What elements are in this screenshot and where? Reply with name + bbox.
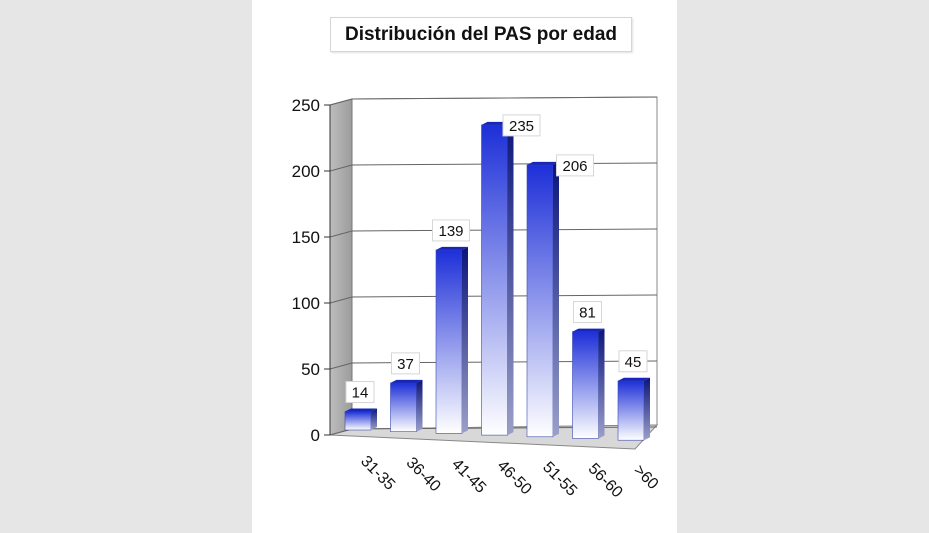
- side-wall-gridline: [329, 164, 353, 172]
- data-label-box: [432, 219, 470, 242]
- bar-top: [618, 377, 650, 381]
- x-tick-label: 56-60: [585, 460, 626, 501]
- bar: [344, 411, 372, 431]
- data-label-box: [618, 350, 648, 373]
- y-tick-label: 200: [292, 162, 320, 181]
- data-label: 139: [432, 219, 470, 242]
- bar-side: [553, 161, 559, 437]
- bar-top: [527, 161, 559, 165]
- data-label-text: 81: [579, 305, 596, 322]
- data-label: 206: [556, 154, 594, 177]
- bar-side: [644, 377, 650, 441]
- side-wall-gridline: [329, 362, 353, 370]
- x-tick-label: 51-55: [539, 459, 580, 500]
- y-tick-label: 150: [292, 228, 320, 247]
- bar: [481, 124, 508, 436]
- data-label-box: [556, 154, 594, 177]
- chart-title-text: Distribución del PAS por edad: [344, 23, 617, 45]
- y-tick-label: 50: [301, 360, 320, 379]
- data-label-text: 139: [438, 223, 463, 240]
- bar-side: [371, 408, 377, 430]
- bar: [526, 164, 554, 438]
- data-label: 37: [391, 352, 420, 375]
- bar-side: [462, 246, 468, 434]
- side-wall-gridline: [329, 230, 353, 238]
- data-label: 81: [573, 301, 602, 324]
- bar: [390, 382, 417, 432]
- bar-side: [507, 121, 514, 436]
- data-label-box: [391, 352, 420, 375]
- bar-top: [436, 246, 468, 250]
- bar: [435, 249, 463, 434]
- bar-top: [390, 379, 423, 383]
- data-label-box: [573, 301, 602, 324]
- side-wall-gridline: [329, 98, 353, 106]
- y-tick-label: 100: [292, 294, 320, 313]
- bar: [617, 380, 645, 441]
- bar-top: [572, 328, 605, 332]
- data-label-text: 235: [509, 118, 534, 135]
- data-label-text: 45: [625, 354, 642, 371]
- data-label-box: [502, 114, 541, 137]
- data-label-text: 37: [397, 356, 414, 373]
- x-tick-label: 41-45: [448, 456, 489, 497]
- gridline: [351, 96, 658, 100]
- data-label: 45: [618, 350, 648, 373]
- data-label: 235: [502, 114, 541, 137]
- chart-title: Distribución del PAS por edad: [330, 17, 632, 52]
- y-tick-label: 250: [292, 96, 320, 115]
- y-tick-label: 0: [311, 426, 320, 445]
- bar: [572, 331, 599, 439]
- data-label-text: 14: [352, 385, 369, 402]
- bar-side: [416, 379, 423, 432]
- data-label-text: 206: [562, 158, 587, 175]
- data-label: 14: [345, 381, 375, 404]
- side-wall-gridline: [329, 296, 353, 304]
- bar-side: [598, 328, 605, 439]
- bar-top: [345, 408, 377, 412]
- x-tick-label: 46-50: [494, 457, 535, 498]
- x-tick-label: 31-35: [357, 453, 398, 494]
- data-label-box: [345, 381, 375, 404]
- x-tick-label: >60: [630, 462, 661, 493]
- x-tick-label: 36-40: [403, 454, 444, 495]
